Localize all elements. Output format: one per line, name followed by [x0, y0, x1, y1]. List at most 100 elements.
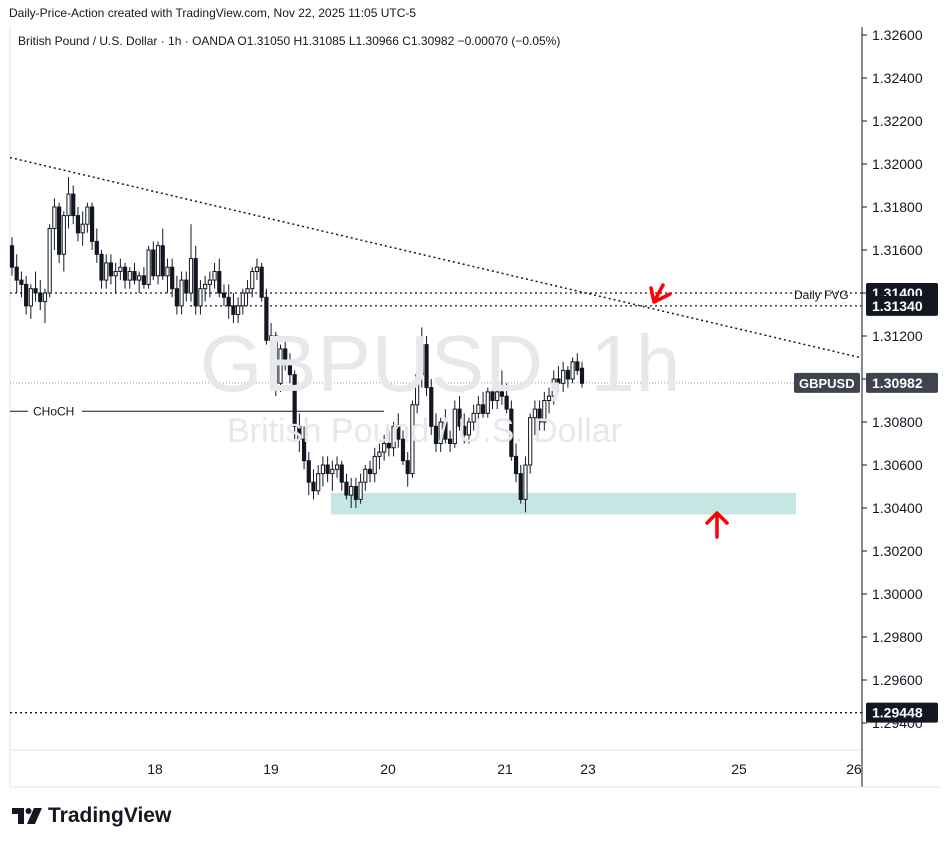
candle: [386, 430, 391, 457]
price-label-text: 1.31340: [872, 298, 923, 314]
candle: [301, 426, 307, 470]
candle-body: [490, 391, 495, 401]
candle: [513, 443, 519, 483]
candle: [542, 391, 547, 431]
candle: [80, 211, 85, 246]
candle-body: [476, 404, 481, 414]
candle: [349, 477, 354, 508]
symbol-label-text: GBPUSD: [799, 376, 855, 391]
candle: [504, 383, 509, 414]
candles-layer: [9, 176, 585, 513]
candle-body: [466, 421, 472, 436]
candle: [400, 430, 406, 465]
candle-body: [71, 193, 76, 217]
candle: [419, 327, 424, 388]
candle: [353, 477, 358, 508]
candle-body: [339, 464, 344, 483]
candle-body: [306, 460, 311, 483]
x-tick-label: 18: [147, 761, 163, 777]
candle-body: [537, 408, 542, 423]
candle-body: [212, 271, 217, 281]
candle-body: [47, 228, 52, 294]
candle-body: [9, 245, 15, 268]
candle: [561, 361, 566, 392]
candle-body: [264, 296, 269, 341]
candle-body: [61, 215, 66, 255]
y-tick-label: 1.32000: [872, 156, 923, 172]
candle: [579, 361, 585, 388]
y-tick-label: 1.29800: [872, 629, 923, 645]
candle-body: [542, 400, 547, 423]
candle-body: [561, 369, 566, 384]
candle: [575, 353, 580, 375]
candle: [99, 250, 104, 289]
candle-body: [556, 378, 561, 384]
candle: [118, 258, 123, 281]
candle: [160, 228, 165, 281]
candle-body: [250, 271, 255, 290]
candle-body: [94, 240, 99, 255]
candle: [424, 336, 429, 397]
candle-body: [400, 438, 406, 462]
candle-body: [170, 266, 175, 290]
candle-body: [160, 245, 165, 277]
candle-body: [523, 464, 528, 500]
y-tick-label: 1.32200: [872, 113, 923, 129]
candle: [306, 452, 311, 496]
candle-body: [396, 425, 401, 440]
candle: [480, 391, 486, 418]
candle-body: [217, 271, 222, 294]
candle: [179, 271, 184, 315]
arrow-up-icon: [705, 511, 729, 539]
y-tick-label: 1.30000: [872, 586, 923, 602]
candle-body: [137, 275, 142, 281]
candle-body: [570, 361, 575, 380]
candle-body: [419, 344, 424, 376]
candle-body: [278, 348, 283, 384]
candle: [137, 271, 142, 293]
candle: [438, 417, 443, 453]
watermark-symbol: GBPUSD, 1h: [200, 319, 682, 408]
candle: [85, 202, 90, 233]
x-tick-label: 19: [263, 761, 279, 777]
candle: [518, 465, 523, 504]
candle-body: [316, 473, 321, 492]
candle-body: [518, 473, 523, 500]
candle: [466, 417, 472, 444]
brand: TradingView: [12, 804, 171, 828]
candle: [339, 460, 344, 491]
candle: [155, 241, 161, 285]
candle-body: [499, 391, 505, 397]
candle-body: [28, 288, 33, 307]
candle: [382, 434, 387, 461]
candle-body: [240, 292, 245, 307]
candle: [443, 409, 448, 444]
candle: [363, 465, 368, 491]
candle-body: [245, 288, 250, 294]
candle: [532, 400, 537, 435]
candle-body: [14, 266, 19, 281]
candle: [264, 288, 269, 345]
y-tick-label: 1.31800: [872, 199, 923, 215]
candle-body: [509, 408, 514, 457]
candle-body: [353, 486, 358, 500]
candle: [495, 383, 500, 410]
candle-body: [330, 468, 335, 475]
last-price-box: [866, 372, 938, 393]
candle: [240, 288, 245, 315]
candle-body: [504, 395, 509, 410]
y-tick-label: 1.29600: [872, 672, 923, 688]
overlay-layer: [649, 283, 729, 539]
candle: [151, 241, 156, 281]
candle-body: [546, 395, 552, 402]
x-tick-label: 26: [846, 761, 862, 777]
candle: [377, 443, 382, 470]
candle: [141, 267, 147, 289]
candle-body: [447, 438, 453, 445]
candle-body: [221, 292, 227, 298]
candle-body: [231, 305, 236, 315]
candle: [75, 207, 81, 242]
candle-body: [480, 404, 486, 414]
candle-body: [193, 258, 198, 307]
